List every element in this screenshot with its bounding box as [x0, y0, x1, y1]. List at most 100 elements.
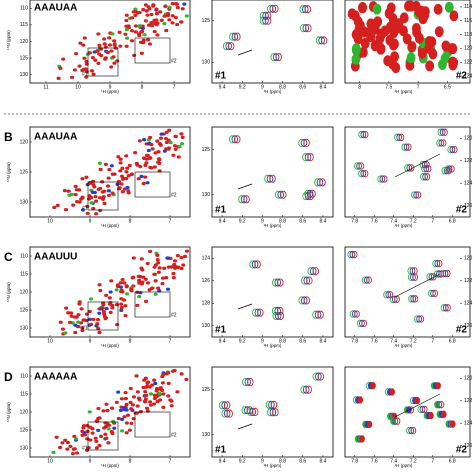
peak [146, 5, 151, 9]
inset-label: #1 [82, 71, 88, 77]
x-tick-label: 6.5 [444, 84, 451, 90]
peak [55, 203, 60, 208]
peak [387, 291, 394, 299]
peak [351, 310, 358, 318]
peak [315, 372, 322, 381]
peak [225, 42, 232, 51]
y-tick-label: 130 [202, 192, 211, 198]
peak [422, 173, 428, 181]
x-axis-label: ¹H (ppm) [395, 89, 413, 94]
peak [97, 311, 102, 315]
peak [101, 409, 106, 413]
peak [153, 292, 158, 296]
peak [180, 7, 185, 11]
x-axis-label: ¹H (ppm) [264, 463, 282, 468]
peak [251, 407, 259, 416]
x-axis-label: ¹H (ppm) [395, 223, 413, 228]
peak [145, 384, 150, 388]
x-tick-label: 8.8 [279, 458, 286, 464]
x-tick-label: 7.2 [410, 458, 417, 464]
peak [98, 288, 103, 293]
sequence: AAAAAA [34, 372, 77, 383]
peak [77, 64, 82, 68]
peak [63, 331, 68, 335]
peak [141, 156, 147, 160]
inset-label: #1 [82, 205, 88, 211]
peak [157, 289, 162, 293]
peak [118, 285, 123, 289]
peak [60, 441, 65, 445]
peak [436, 259, 443, 268]
peak [76, 320, 81, 324]
peak [396, 133, 403, 141]
peak [410, 273, 416, 281]
peak [137, 398, 142, 402]
peak [117, 30, 122, 34]
shift-arrow [237, 303, 253, 310]
peak [372, 3, 382, 15]
y-tick-label: 130 [20, 325, 29, 331]
peak [172, 144, 178, 148]
peak [350, 10, 360, 22]
peak [156, 150, 161, 154]
peak [143, 390, 148, 394]
peak [312, 310, 319, 319]
peak [106, 189, 111, 193]
peak [56, 76, 61, 80]
peak [272, 311, 279, 320]
peak [148, 165, 153, 170]
peak [135, 303, 140, 308]
peak [96, 428, 101, 432]
peak [148, 392, 154, 396]
inset-box [87, 47, 119, 77]
peak [423, 165, 430, 173]
peak [385, 291, 392, 299]
shift-arrow [237, 49, 253, 56]
peak [119, 429, 125, 433]
peak [100, 306, 105, 310]
peak [249, 407, 256, 416]
peak [96, 416, 101, 421]
peak [151, 3, 156, 7]
x-tick-label: 7.6 [371, 218, 378, 224]
peak [231, 135, 238, 144]
peak [146, 148, 151, 153]
x-tick-label: 10 [47, 218, 53, 224]
peak [145, 13, 150, 17]
inset-label: #2 [171, 192, 177, 198]
peak [351, 54, 361, 65]
peak [143, 3, 148, 7]
peak [96, 406, 101, 411]
peak [152, 402, 157, 406]
peak [72, 434, 77, 439]
peak [389, 39, 398, 51]
y-tick-label: 120 [464, 46, 473, 52]
zoom-label: #1 [215, 71, 227, 82]
peak [119, 308, 124, 312]
peak [129, 421, 134, 425]
peak [412, 273, 418, 281]
peak [405, 143, 412, 151]
peak [114, 400, 119, 404]
peak [375, 32, 385, 44]
peak [80, 328, 85, 333]
peak [272, 4, 279, 13]
peak [351, 29, 361, 40]
inset-box [134, 171, 171, 198]
inset-box [134, 411, 171, 438]
peak [137, 278, 142, 282]
peak [362, 169, 369, 178]
peak [63, 207, 69, 212]
peak [274, 306, 281, 316]
peak [96, 187, 101, 192]
peak [112, 42, 117, 46]
peak [80, 177, 85, 181]
y-axis-label: ¹⁵N (ppm) [6, 402, 11, 422]
peak [136, 32, 142, 36]
peak [131, 256, 136, 260]
peak [379, 175, 386, 183]
peak [155, 399, 160, 404]
peak [52, 205, 57, 210]
peak [440, 139, 447, 147]
